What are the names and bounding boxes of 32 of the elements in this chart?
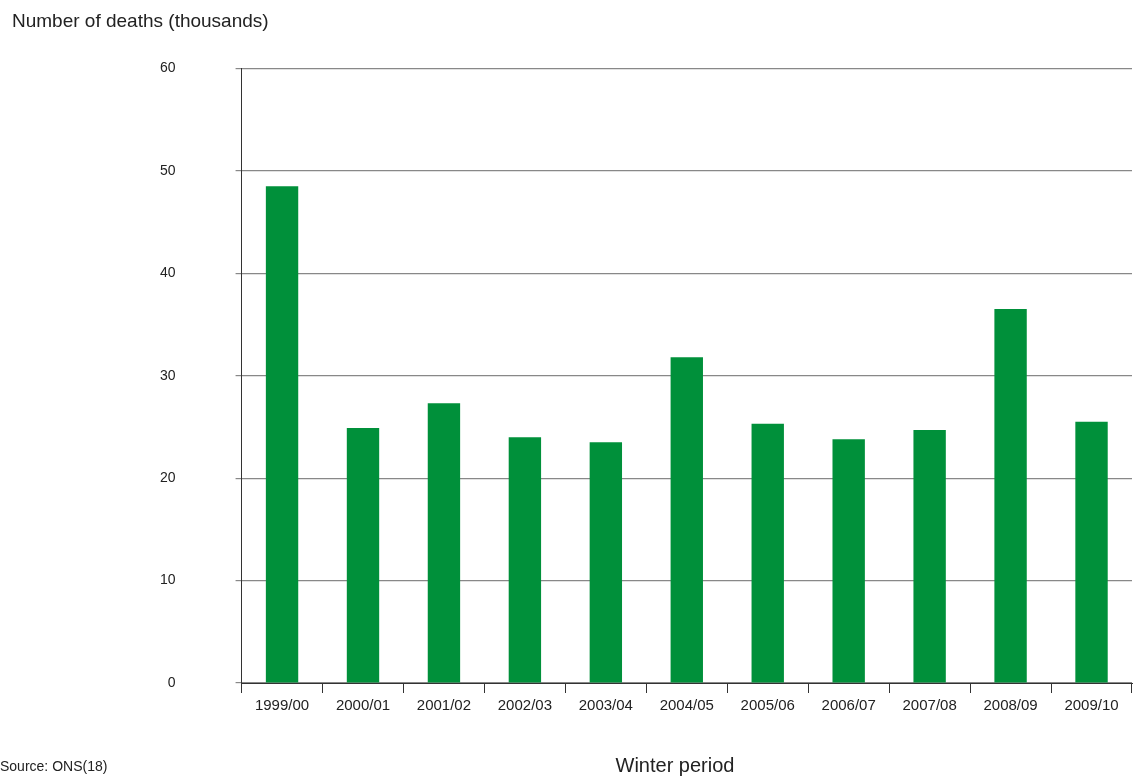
y-tick-label: 40: [159, 264, 176, 281]
x-tick-label: 2000/01: [335, 696, 391, 714]
x-tick-label: 2003/04: [578, 696, 633, 714]
bar: [265, 186, 299, 683]
x-tick-label: 2002/03: [497, 696, 553, 714]
y-axis-title: Number of deaths (thousands): [12, 10, 269, 32]
x-tick-label: 1999/00: [254, 696, 310, 714]
x-tick-label: 2006/07: [821, 696, 876, 714]
x-tick-label: 2007/08: [902, 696, 957, 714]
y-tick-label: 50: [159, 161, 176, 178]
bar: [1075, 421, 1108, 683]
y-tick-label: 20: [159, 468, 176, 485]
bar: [670, 357, 703, 683]
x-tick-label: 2008/09: [983, 696, 1038, 714]
bar: [589, 442, 623, 683]
bar: [994, 309, 1027, 683]
bar: [751, 423, 784, 683]
y-tick-label: 0: [167, 673, 176, 690]
x-tick-label: 2009/10: [1064, 696, 1119, 714]
x-tick-label: 2001/02: [416, 696, 472, 714]
bar: [427, 403, 461, 683]
bar: [346, 427, 380, 683]
x-tick-label: 2004/05: [659, 696, 714, 714]
x-tick-label: 2005/06: [740, 696, 795, 714]
bar: [832, 439, 865, 683]
source-note: Source: ONS(18): [0, 758, 108, 774]
y-tick-label: 30: [159, 366, 176, 383]
bar: [508, 437, 542, 683]
x-axis-title: Winter period: [615, 754, 735, 777]
bar: [913, 429, 946, 683]
y-tick-label: 10: [159, 571, 176, 588]
y-tick-label: 60: [159, 59, 176, 76]
